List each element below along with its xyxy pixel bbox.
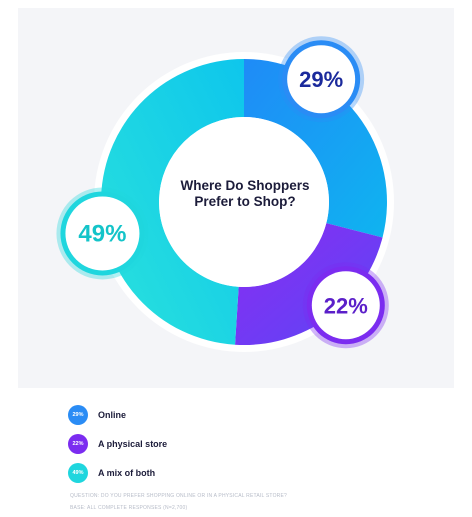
legend-label-mix: A mix of both: [98, 467, 156, 478]
bubble-mix-label: 49%: [78, 220, 126, 247]
legend-badge-online: 29%: [68, 404, 88, 425]
bubble-physical-store: 22%: [302, 262, 389, 349]
legend-item-physical-store: 22% A physical store: [68, 429, 167, 458]
chart-title: Where Do Shoppers Prefer to Shop?: [180, 178, 310, 209]
slice-online: [244, 59, 387, 238]
bubble-physical-store-fill: [311, 271, 380, 340]
bubble-mix-fill: [65, 196, 140, 271]
legend-item-online: 29% Online: [68, 400, 167, 429]
legend-badge-physical-store: 22%: [68, 433, 88, 454]
donut-chart: 29% 22% 49%: [56, 36, 394, 352]
legend-label-physical-store: A physical store: [98, 438, 168, 449]
bubble-online: 29%: [278, 36, 365, 123]
bubble-online-fill: [287, 45, 356, 114]
bubble-online-label: 29%: [299, 67, 343, 92]
footnote-question: QUESTION: DO YOU PREFER SHOPPING ONLINE …: [70, 493, 288, 499]
legend: 29% Online 22% A physical store 49% A mi…: [68, 400, 167, 487]
bubble-physical-store-label: 22%: [324, 293, 368, 318]
legend-label-online: Online: [98, 409, 127, 420]
slice-mix: [100, 59, 244, 345]
donut-hole: [159, 117, 329, 287]
slice-physical-store: [235, 223, 383, 345]
bubble-mix: 49%: [56, 187, 149, 280]
legend-item-mix: 49% A mix of both: [68, 458, 167, 487]
footnote-base: BASE: ALL COMPLETE RESPONSES (N=2,700): [70, 505, 188, 511]
legend-badge-mix: 49%: [68, 462, 88, 483]
